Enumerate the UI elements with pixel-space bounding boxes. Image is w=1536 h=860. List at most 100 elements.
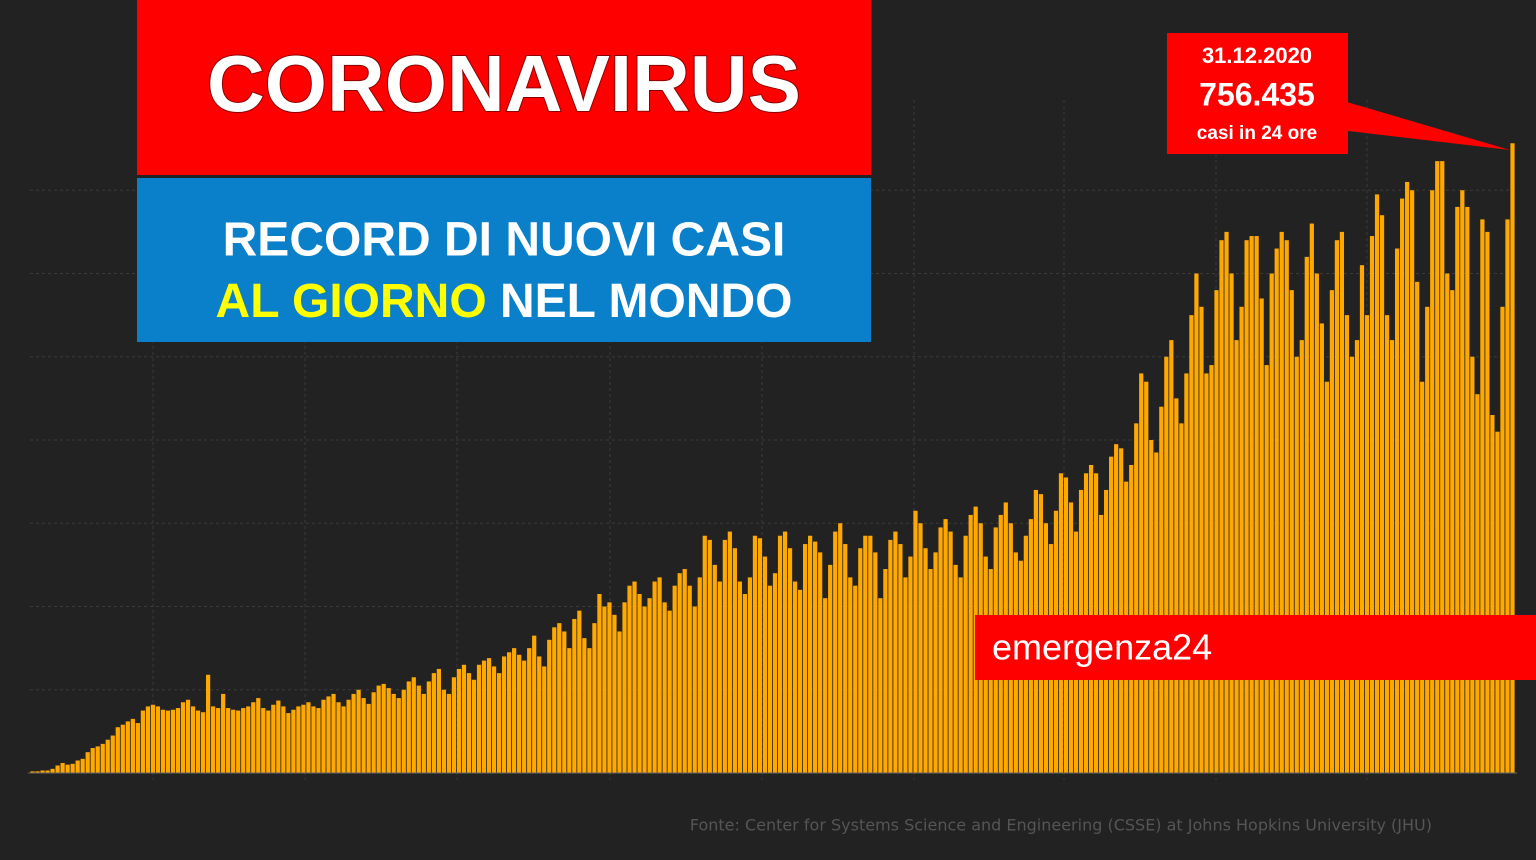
bar — [501, 656, 507, 773]
bar — [1440, 161, 1445, 774]
bar — [1344, 315, 1350, 773]
bar — [1415, 281, 1420, 773]
bar — [216, 708, 221, 773]
bar — [1139, 373, 1144, 773]
bar — [557, 623, 562, 773]
title: CORONAVIRUS — [207, 39, 801, 128]
bar — [823, 598, 828, 773]
bar — [165, 710, 171, 773]
bar — [70, 763, 75, 773]
bar — [1154, 452, 1159, 773]
bar — [1455, 206, 1460, 773]
bar — [682, 569, 687, 773]
bar — [963, 535, 968, 773]
callout-value: 756.435 — [1199, 76, 1315, 112]
bar — [1430, 190, 1435, 773]
bar — [647, 598, 652, 773]
bar — [692, 606, 697, 773]
bar — [366, 703, 371, 773]
bar — [175, 708, 181, 773]
bar — [376, 685, 381, 773]
bar — [1204, 373, 1209, 773]
bar — [1229, 273, 1234, 773]
bar — [592, 623, 597, 773]
bar — [657, 577, 662, 773]
bar — [491, 666, 497, 773]
bar — [652, 581, 657, 773]
bar — [908, 556, 913, 773]
bar — [767, 585, 773, 773]
bar — [60, 763, 65, 773]
bar — [762, 556, 768, 773]
bar — [185, 699, 191, 773]
bar — [291, 709, 296, 773]
bar — [246, 706, 251, 773]
bar — [456, 668, 462, 773]
bar — [1299, 340, 1304, 773]
bar — [1304, 256, 1309, 774]
bar — [1179, 423, 1184, 773]
bar — [853, 585, 858, 773]
bar — [496, 673, 502, 773]
bar — [1470, 356, 1475, 773]
bar — [1279, 231, 1284, 773]
bar — [1410, 190, 1415, 773]
bar — [441, 689, 447, 773]
bar — [1189, 315, 1194, 773]
bar — [507, 652, 512, 773]
bar — [386, 688, 391, 773]
bar — [898, 544, 903, 773]
bar — [747, 577, 753, 773]
bar — [637, 594, 642, 773]
bar — [411, 677, 416, 773]
bar — [697, 577, 702, 773]
bar — [843, 544, 848, 773]
bar — [211, 706, 216, 773]
callout-pointer — [1340, 100, 1510, 150]
bar — [542, 666, 547, 773]
bar — [486, 658, 492, 773]
bar — [1389, 340, 1395, 773]
bar — [1159, 406, 1164, 773]
bar — [356, 689, 361, 773]
bar — [140, 710, 145, 773]
bar — [1490, 415, 1495, 773]
bar — [471, 679, 477, 773]
bar — [150, 704, 156, 773]
bar — [65, 764, 70, 773]
bar — [145, 706, 151, 773]
bar — [848, 577, 853, 773]
bar — [391, 693, 396, 773]
bar — [1450, 290, 1455, 773]
bar — [431, 673, 436, 773]
bar — [1219, 240, 1224, 773]
bar — [893, 531, 898, 773]
bar — [757, 538, 763, 773]
bar — [371, 692, 376, 773]
subtitle-highlight: AL GIORNO — [216, 275, 487, 328]
bar — [1199, 306, 1204, 773]
bar — [130, 718, 135, 773]
bar — [552, 627, 557, 773]
source: Fonte: Center for Systems Science and En… — [690, 816, 1432, 835]
bar — [125, 721, 130, 773]
bar — [236, 710, 241, 773]
bar — [642, 606, 647, 773]
bar — [476, 664, 482, 773]
bar — [863, 535, 868, 773]
bar — [261, 708, 266, 773]
bar — [627, 585, 632, 773]
bar — [416, 685, 421, 773]
bar — [707, 539, 712, 773]
bar — [1435, 161, 1440, 774]
bar — [1379, 215, 1385, 774]
bar — [582, 638, 587, 773]
callout-box — [1167, 33, 1348, 154]
bar — [572, 618, 577, 773]
bar — [110, 735, 115, 773]
bar — [446, 693, 452, 773]
bar — [1244, 240, 1249, 773]
bar — [1294, 356, 1299, 773]
bar — [1194, 273, 1199, 773]
bar — [120, 724, 125, 773]
